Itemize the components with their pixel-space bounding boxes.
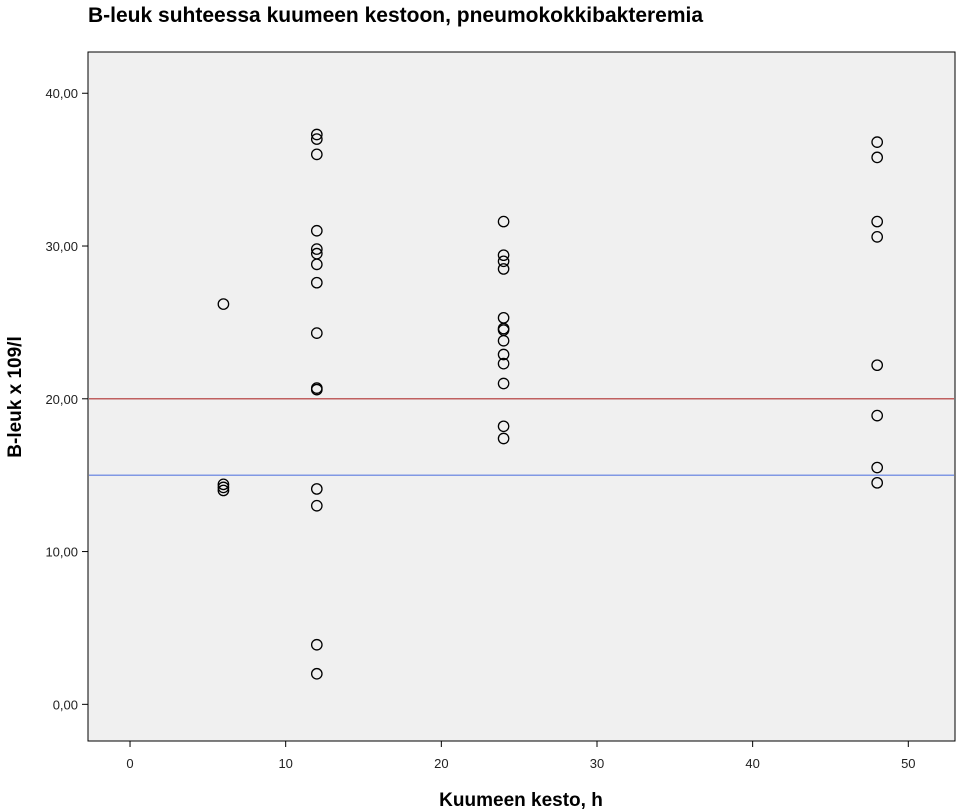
- data-point: [310, 224, 323, 237]
- y-tick-label: 30,00: [45, 239, 78, 254]
- data-point: [497, 357, 510, 370]
- data-point: [497, 420, 510, 433]
- data-point: [497, 263, 510, 275]
- reference-lines: [89, 398, 954, 476]
- data-point: [310, 148, 323, 161]
- x-tick-label: 30: [590, 756, 604, 771]
- x-axis-label: Kuumeen kesto, h: [439, 790, 603, 810]
- y-tick-label: 10,00: [45, 545, 78, 560]
- chart-title: B-leuk suhteessa kuumeen kestoon, pneumo…: [88, 4, 704, 27]
- y-tick-label: 40,00: [45, 86, 78, 101]
- data-point: [871, 461, 884, 474]
- y-axis: 0,00 10,00 20,00 30,00 40,00: [45, 86, 88, 712]
- data-point: [310, 638, 323, 651]
- y-tick-label: 20,00: [45, 392, 78, 407]
- data-point: [871, 476, 884, 489]
- x-tick-label: 10: [278, 756, 292, 771]
- data-point: [310, 483, 323, 495]
- data-point: [497, 377, 510, 390]
- data-point: [871, 359, 884, 372]
- data-point: [497, 334, 510, 347]
- data-point: [310, 133, 323, 145]
- data-point: [217, 298, 230, 310]
- x-tick-label: 0: [126, 756, 133, 771]
- x-tick-label: 40: [745, 756, 759, 771]
- data-points: [217, 128, 884, 680]
- data-point: [310, 499, 323, 512]
- data-point: [310, 258, 323, 271]
- data-point: [310, 128, 323, 141]
- data-point: [871, 151, 884, 164]
- data-point: [871, 136, 884, 148]
- data-point: [871, 409, 884, 422]
- data-point: [497, 249, 510, 262]
- data-point: [497, 432, 510, 445]
- data-point: [497, 348, 510, 361]
- data-point: [217, 481, 230, 494]
- data-point: [310, 327, 323, 339]
- data-point: [871, 215, 884, 228]
- y-tick-label: 0,00: [53, 697, 78, 712]
- data-point: [217, 484, 230, 497]
- x-tick-label: 20: [434, 756, 448, 771]
- x-tick-label: 50: [901, 756, 915, 771]
- x-axis: 0 10 20 30 40 50: [126, 741, 916, 771]
- data-point: [497, 255, 510, 268]
- data-point: [497, 215, 510, 228]
- data-point: [310, 383, 323, 396]
- plot-area: [87, 51, 956, 742]
- data-point: [310, 243, 323, 255]
- data-point: [871, 231, 884, 243]
- y-axis-label: B-leuk x 109/l: [5, 336, 26, 457]
- data-point: [310, 276, 323, 289]
- data-point: [310, 667, 323, 680]
- data-point: [217, 478, 230, 491]
